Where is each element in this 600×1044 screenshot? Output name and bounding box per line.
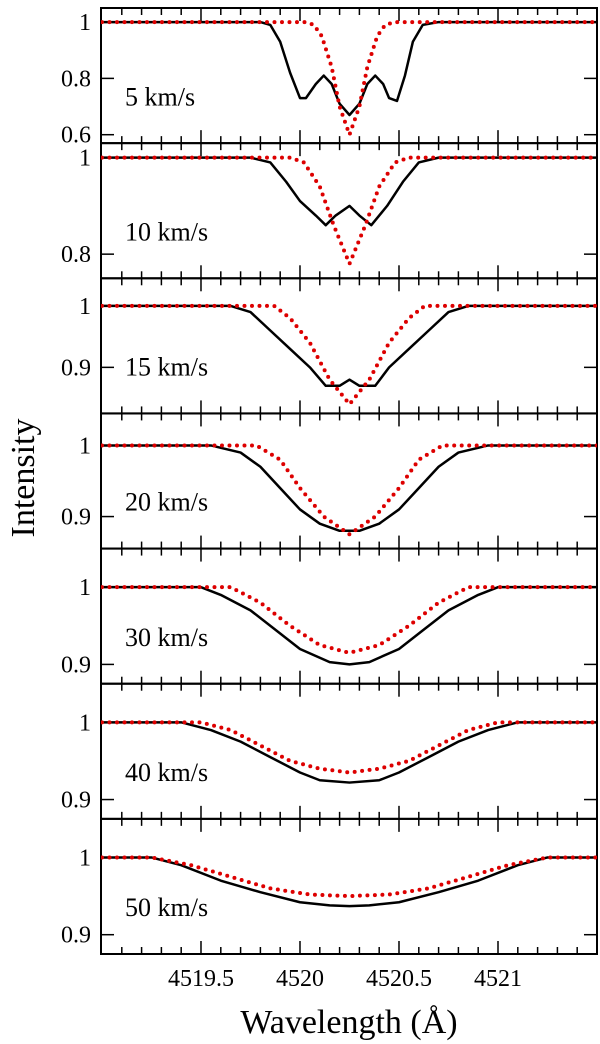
y-tick-label: 0.6 <box>61 123 91 149</box>
y-tick-label: 1 <box>79 433 91 459</box>
y-tick-label: 0.9 <box>61 652 91 678</box>
panel-3: 0.9 1 15 km/s <box>61 277 598 415</box>
panel-frame <box>100 412 598 550</box>
panel-label: 15 km/s <box>125 353 208 382</box>
series-solid <box>101 304 597 388</box>
x-tick-label: 4520 <box>276 966 324 992</box>
series-solid <box>101 20 597 117</box>
series-group <box>101 855 597 908</box>
y-tick-label: 0.9 <box>61 355 91 381</box>
panel-frame <box>100 277 598 415</box>
x-axis: 4519.5 4520 4520.5 4521 <box>168 966 522 992</box>
y-tick-label: 0.9 <box>61 923 91 949</box>
y-tick-label: 0.8 <box>61 242 91 268</box>
y-tick-label: 1 <box>79 146 91 172</box>
panel-frame <box>100 7 598 145</box>
panel-1: 0.6 0.8 1 5 km/s <box>61 7 598 149</box>
series-group <box>101 585 597 666</box>
series-group <box>101 443 597 537</box>
panel-frame <box>100 817 598 955</box>
x-tick-label: 4521 <box>474 966 522 992</box>
panel-frame <box>100 142 598 280</box>
series-solid <box>101 585 597 666</box>
y-tick-label: 1 <box>79 10 91 36</box>
panel-6: 0.9 1 40 km/s <box>61 682 598 820</box>
y-tick-label: 1 <box>79 575 91 601</box>
y-tick-label: 1 <box>79 294 91 320</box>
series-dotted <box>101 20 597 137</box>
series-dotted <box>101 155 597 266</box>
y-tick-label: 0.8 <box>61 66 91 92</box>
panel-4: 0.9 1 20 km/s <box>61 412 598 550</box>
panel-label: 5 km/s <box>125 82 195 111</box>
x-axis-label: Wavelength (Å) <box>240 1004 457 1041</box>
panel-label: 10 km/s <box>125 217 208 246</box>
panel-5: 0.9 1 30 km/s <box>61 547 598 685</box>
panel-label: 40 km/s <box>125 758 208 787</box>
series-solid <box>101 721 597 784</box>
panel-label: 30 km/s <box>125 623 208 652</box>
series-dotted <box>101 303 597 407</box>
series-solid <box>101 856 597 908</box>
x-tick-label: 4519.5 <box>168 966 234 992</box>
panel-2: 0.8 1 10 km/s <box>61 142 598 280</box>
panel-label: 20 km/s <box>125 488 208 517</box>
y-axis-label: Intensity <box>5 419 42 538</box>
panel-frame <box>100 682 598 820</box>
series-group <box>101 20 597 137</box>
x-tick-label: 4520.5 <box>366 966 432 992</box>
series-solid <box>101 444 597 533</box>
series-group <box>101 720 597 784</box>
panel-label: 50 km/s <box>125 893 208 922</box>
y-tick-label: 0.9 <box>61 505 91 531</box>
y-tick-label: 0.9 <box>61 788 91 814</box>
y-tick-label: 1 <box>79 845 91 871</box>
series-group <box>101 155 597 266</box>
series-group <box>101 303 597 407</box>
series-dotted <box>101 443 597 537</box>
series-dotted <box>101 585 597 655</box>
series-dotted <box>101 855 597 899</box>
y-tick-label: 1 <box>79 710 91 736</box>
panel-7: 0.9 1 50 km/s <box>61 817 598 955</box>
series-solid <box>101 156 597 227</box>
